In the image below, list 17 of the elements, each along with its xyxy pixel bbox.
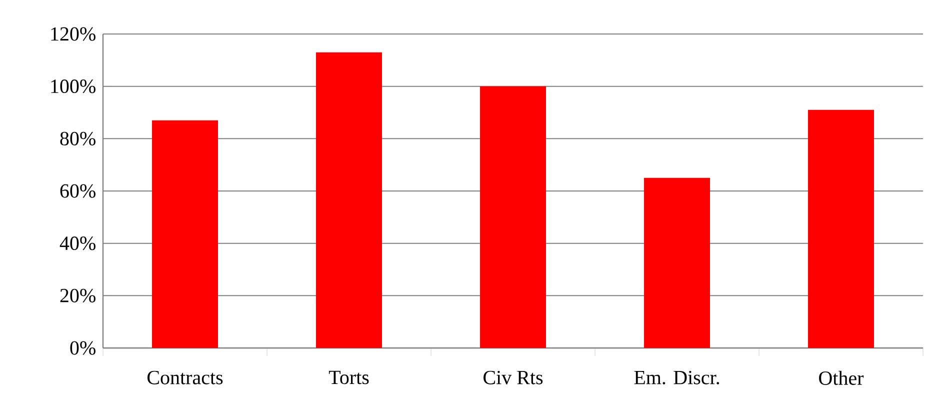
x-tick-label: Contracts bbox=[148, 370, 223, 384]
bar bbox=[808, 110, 874, 348]
y-tick-label: 60% bbox=[60, 184, 96, 198]
x-tick-label: Other bbox=[819, 370, 864, 385]
y-tick-label: 100% bbox=[51, 80, 96, 94]
x-tick-label: Em. Discr. bbox=[634, 370, 720, 384]
bar bbox=[480, 86, 546, 348]
y-tick-label: 120% bbox=[51, 27, 96, 41]
bar bbox=[644, 178, 710, 348]
bar bbox=[316, 52, 382, 348]
y-tick-label: 40% bbox=[60, 236, 96, 250]
y-tick-label: 80% bbox=[60, 132, 96, 146]
x-tick-label: Civ Rts bbox=[484, 370, 543, 384]
bar bbox=[152, 120, 218, 348]
y-tick-label: 0% bbox=[70, 341, 96, 355]
x-tick-label: Torts bbox=[328, 370, 369, 384]
y-tick-label: 20% bbox=[60, 288, 96, 302]
